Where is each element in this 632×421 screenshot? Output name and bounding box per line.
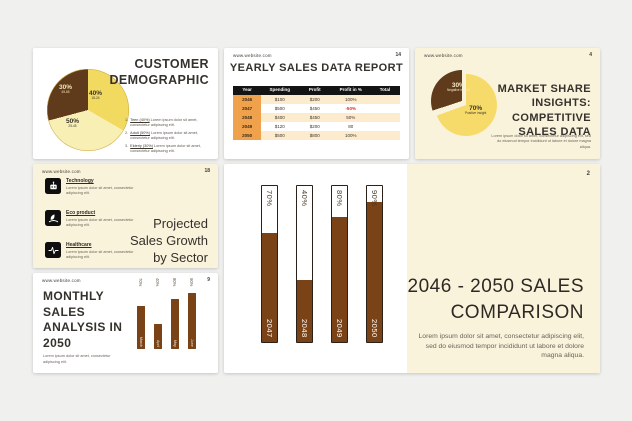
- profit-pct-cell: -50%: [345, 105, 356, 111]
- slide-sector-growth[interactable]: www.website.com 18 Technology Lorem ipsu…: [33, 164, 218, 268]
- website-url: www.website.com: [42, 169, 81, 174]
- body-text: Lorem ipsum dolor sit amet, consectetur …: [43, 354, 111, 364]
- table-row: 2049 $120 $200 80: [233, 121, 400, 131]
- leaf-icon: [45, 210, 61, 226]
- comparison-bar-fill: [297, 279, 312, 342]
- sector-text: Lorem ipsum dolor sit amet, consectetur …: [66, 185, 134, 195]
- sector-label: Eco product: [66, 210, 96, 216]
- slide-right-panel: 2 2046 - 2050 SALES COMPARISON Lorem ips…: [407, 164, 600, 373]
- pie-label: 40% 18-24: [89, 90, 103, 101]
- profit-pct-cell: 80: [348, 123, 354, 129]
- table-row: 2047 $500 $450 -50%: [233, 103, 400, 113]
- bar-value-label: 70%: [265, 190, 274, 207]
- column-header: Profit: [308, 87, 321, 92]
- demographic-pie-chart: [47, 69, 129, 151]
- slide-sales-comparison[interactable]: 70% 2047 40% 2048 80% 2049 90% 2050 2 20…: [224, 164, 600, 373]
- table-row: 2050 $500 $800 100%: [233, 130, 400, 140]
- website-url: www.website.com: [424, 53, 463, 58]
- sector-text: Lorem ipsum dolor sit amet, consectetur …: [66, 249, 134, 259]
- bar-category-label: 2049: [335, 319, 344, 338]
- comparison-bar-fill: [262, 232, 277, 342]
- bar-value-label: 80%: [172, 278, 177, 287]
- pulse-icon: [45, 242, 61, 258]
- bar-category-label: March: [139, 337, 143, 347]
- bar-value-label: 40%: [300, 190, 309, 207]
- column-header: Total: [379, 87, 391, 92]
- page-number: 9: [207, 277, 210, 283]
- page-number: 4: [589, 52, 592, 58]
- slide-title: YEARLY SALES DATA REPORT: [229, 62, 404, 74]
- sector-label: Technology: [66, 178, 94, 184]
- column-header: Profit in %: [339, 87, 362, 92]
- slide-monthly-analysis[interactable]: www.website.com 9 MONTHLY SALES ANALYSIS…: [33, 273, 218, 373]
- monthly-bar: March: [137, 306, 145, 349]
- bar-category-label: May: [173, 340, 177, 347]
- slide-title: Projected Sales Growth by Sector: [129, 216, 208, 265]
- sector-item: Eco product Lorem ipsum dolor sit amet, …: [45, 210, 134, 228]
- body-text: Lorem ipsum dolor sit amet, consectetur …: [418, 333, 584, 360]
- bar-value-label: 90%: [189, 278, 194, 287]
- comparison-bar-fill: [367, 201, 382, 342]
- pie-label: 50% 25-45: [66, 118, 80, 129]
- slide-market-share-insights[interactable]: www.website.com 4 30% Negative insight 7…: [415, 48, 600, 159]
- monthly-bar: June: [188, 293, 196, 349]
- sector-item: Technology Lorem ipsum dolor sit amet, c…: [45, 178, 134, 196]
- slide-title: MARKET SHARE INSIGHTS: COMPETITIVE SALES…: [497, 83, 591, 138]
- pie-label: 70% Positive insight: [465, 105, 487, 116]
- slide-title: MONTHLY SALES ANALYSIS IN 2050: [43, 289, 123, 350]
- comparison-bar: 40% 2048: [296, 185, 313, 343]
- demographic-list: 1. Teen (40%) Lorem ipsum dolor sit amet…: [125, 118, 213, 156]
- website-url: www.website.com: [42, 278, 81, 283]
- table-header-row: Year Spending Profit Profit in % Total: [233, 86, 400, 95]
- robot-icon: [45, 178, 61, 194]
- column-header: Year: [242, 87, 252, 92]
- bar-value-label: 70%: [138, 278, 143, 287]
- bar-category-label: 2048: [300, 319, 309, 338]
- table-row: 2048 $400 $450 50%: [233, 112, 400, 122]
- comparison-bar: 80% 2049: [331, 185, 348, 343]
- page-number: 2: [586, 171, 590, 177]
- bar-category-label: 2047: [265, 319, 274, 338]
- sector-item: Healthcare Lorem ipsum dolor sit amet, c…: [45, 242, 134, 260]
- bar-category-label: April: [156, 339, 160, 347]
- profit-pct-cell: 100%: [344, 96, 357, 102]
- bar-category-label: June: [190, 339, 194, 347]
- sector-label: Healthcare: [66, 242, 92, 248]
- bar-value-label: 90%: [370, 190, 379, 207]
- comparison-bar: 70% 2047: [261, 185, 278, 343]
- website-url: www.website.com: [233, 53, 272, 58]
- monthly-bar: May: [171, 299, 179, 349]
- page-number: 18: [204, 168, 210, 174]
- bar-value-label: 80%: [335, 190, 344, 207]
- body-text: Lorem ipsum dolor sit amet, consectetur …: [491, 133, 591, 149]
- comparison-bar: 90% 2050: [366, 185, 383, 343]
- slide-customer-demographic[interactable]: 40% 18-24 50% 25-45 30% 45-65 CUSTOMER D…: [33, 48, 218, 159]
- market-share-pie-chart: 30% Negative insight 70% Positive insigh…: [431, 70, 497, 136]
- bar-category-label: 2050: [370, 319, 379, 338]
- pie-label: 30% 45-65: [59, 84, 73, 95]
- list-item: 3. Elderly (30%) Lorem ipsum dolor sit a…: [125, 143, 201, 153]
- column-header: Spending: [269, 87, 290, 92]
- comparison-bar-fill: [332, 217, 347, 342]
- monthly-bar: April: [154, 324, 162, 349]
- slide-title: CUSTOMER DEMOGRAPHIC: [109, 57, 209, 87]
- profit-pct-cell: 100%: [344, 132, 357, 138]
- list-item: 1. Teen (40%) Lorem ipsum dolor sit amet…: [125, 118, 198, 128]
- pie-label: 30% Negative insight: [447, 82, 470, 93]
- list-item: 2. Adult (50%) Lorem ipsum dolor sit ame…: [125, 130, 198, 140]
- sector-text: Lorem ipsum dolor sit amet, consectetur …: [66, 217, 134, 227]
- table-row: 2046 $100 $200 100%: [233, 94, 400, 104]
- bar-value-label: 40%: [155, 278, 160, 287]
- slide-title: 2046 - 2050 SALES COMPARISON: [407, 276, 584, 323]
- profit-pct-cell: 50%: [346, 114, 356, 120]
- page-number: 14: [395, 52, 401, 58]
- sales-table: Year Spending Profit Profit in % Total 2…: [233, 86, 400, 140]
- slide-yearly-sales-report[interactable]: www.website.com 14 YEARLY SALES DATA REP…: [224, 48, 409, 159]
